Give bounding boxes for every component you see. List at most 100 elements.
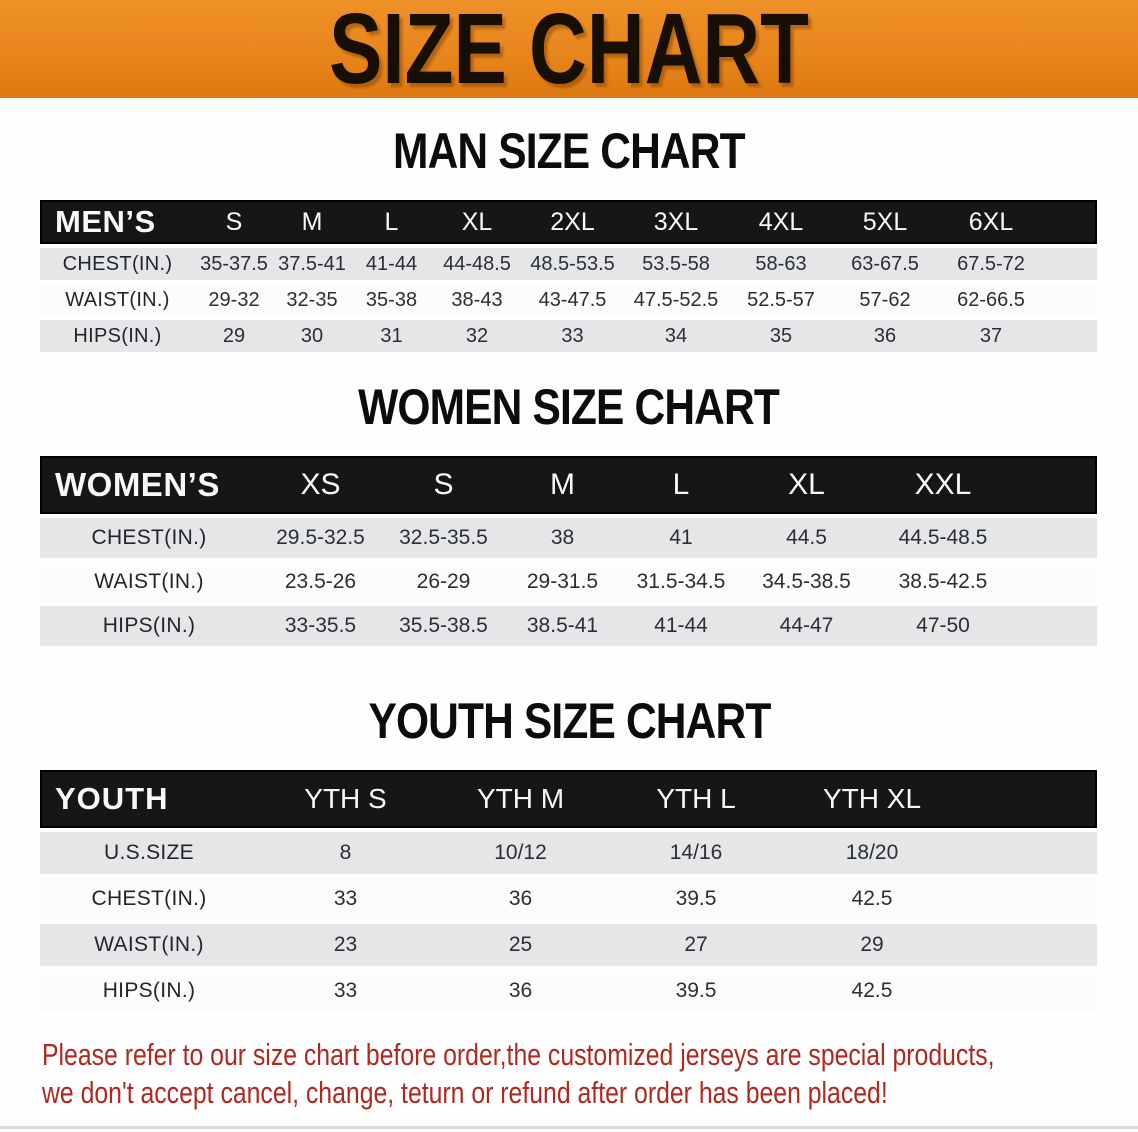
row-label: HIPS(IN.) (40, 606, 258, 646)
size-value-cell: 38-43 (432, 284, 522, 316)
men-waist-row: WAIST(IN.) 29-32 32-35 35-38 38-43 43-47… (40, 284, 1097, 316)
notice-line-1: Please refer to our size chart before or… (42, 1037, 995, 1072)
size-value-cell: 31 (351, 320, 432, 352)
filler-cell (960, 832, 1097, 874)
man-size-chart-heading: MAN SIZE CHART (393, 123, 746, 179)
size-header-cell: 3XL (623, 200, 729, 244)
row-label: CHEST(IN.) (40, 878, 258, 920)
size-value-cell: 14/16 (608, 832, 784, 874)
filler-cell (1014, 456, 1097, 514)
size-value-cell: 33 (522, 320, 623, 352)
size-chart-banner: SIZE CHART (0, 0, 1138, 105)
size-header-cell: 2XL (522, 200, 623, 244)
size-value-cell: 44-48.5 (432, 248, 522, 280)
size-value-cell: 25 (433, 924, 608, 966)
size-value-cell: 44.5-48.5 (872, 518, 1014, 558)
size-value-cell: 47-50 (872, 606, 1014, 646)
size-value-cell: 41-44 (621, 606, 741, 646)
size-value-cell: 23 (258, 924, 433, 966)
size-value-cell: 29 (195, 320, 273, 352)
youth-chest-row: CHEST(IN.) 33 36 39.5 42.5 (40, 878, 1097, 920)
size-header-cell: S (195, 200, 273, 244)
size-value-cell: 42.5 (784, 878, 960, 920)
size-value-cell: 27 (608, 924, 784, 966)
size-value-cell: 38 (504, 518, 621, 558)
size-value-cell: 63-67.5 (833, 248, 937, 280)
filler-cell (1045, 320, 1097, 352)
size-value-cell: 32 (432, 320, 522, 352)
size-value-cell: 32-35 (273, 284, 351, 316)
men-hips-row: HIPS(IN.) 29 30 31 32 33 34 35 36 37 (40, 320, 1097, 352)
size-value-cell: 47.5-52.5 (623, 284, 729, 316)
size-value-cell: 37.5-41 (273, 248, 351, 280)
size-value-cell: 35-37.5 (195, 248, 273, 280)
size-value-cell: 32.5-35.5 (383, 518, 504, 558)
row-label: HIPS(IN.) (40, 320, 195, 352)
filler-cell (1014, 562, 1097, 602)
size-header-cell: M (504, 456, 621, 514)
size-header-cell: YTH XL (784, 770, 960, 828)
size-value-cell: 58-63 (729, 248, 833, 280)
size-value-cell: 34.5-38.5 (741, 562, 872, 602)
size-value-cell: 44.5 (741, 518, 872, 558)
size-value-cell: 30 (273, 320, 351, 352)
size-value-cell: 29 (784, 924, 960, 966)
youth-size-chart-heading: YOUTH SIZE CHART (368, 693, 771, 749)
filler-cell (1045, 248, 1097, 280)
size-header-cell: S (383, 456, 504, 514)
row-label: WAIST(IN.) (40, 284, 195, 316)
row-label: WAIST(IN.) (40, 562, 258, 602)
size-header-cell: L (351, 200, 432, 244)
filler-cell (1014, 606, 1097, 646)
row-label: WAIST(IN.) (40, 924, 258, 966)
men-category-label: MEN’S (40, 200, 195, 244)
size-header-cell: 5XL (833, 200, 937, 244)
order-notice: Please refer to our size chart before or… (42, 1036, 1138, 1112)
size-value-cell: 8 (258, 832, 433, 874)
row-label: U.S.SIZE (40, 832, 258, 874)
size-header-cell: L (621, 456, 741, 514)
size-value-cell: 33-35.5 (258, 606, 383, 646)
women-header-row: WOMEN’S XS S M L XL XXL (40, 456, 1097, 514)
youth-hips-row: HIPS(IN.) 33 36 39.5 42.5 (40, 970, 1097, 1012)
size-value-cell: 18/20 (784, 832, 960, 874)
women-category-label: WOMEN’S (40, 456, 258, 514)
size-header-cell: 4XL (729, 200, 833, 244)
youth-header-row: YOUTH YTH S YTH M YTH L YTH XL (40, 770, 1097, 828)
size-value-cell: 67.5-72 (937, 248, 1045, 280)
size-value-cell: 38.5-42.5 (872, 562, 1014, 602)
size-value-cell: 35-38 (351, 284, 432, 316)
size-header-cell: YTH M (433, 770, 608, 828)
men-size-table: MEN’S S M L XL 2XL 3XL 4XL 5XL 6XL CHEST… (40, 196, 1097, 356)
size-value-cell: 62-66.5 (937, 284, 1045, 316)
size-value-cell: 26-29 (383, 562, 504, 602)
row-label: CHEST(IN.) (40, 248, 195, 280)
row-label: HIPS(IN.) (40, 970, 258, 1012)
filler-cell (960, 770, 1097, 828)
size-value-cell: 57-62 (833, 284, 937, 316)
size-header-cell: 6XL (937, 200, 1045, 244)
men-chest-row: CHEST(IN.) 35-37.5 37.5-41 41-44 44-48.5… (40, 248, 1097, 280)
youth-size-table: YOUTH YTH S YTH M YTH L YTH XL U.S.SIZE … (40, 766, 1097, 1016)
size-value-cell: 10/12 (433, 832, 608, 874)
row-label: CHEST(IN.) (40, 518, 258, 558)
size-value-cell: 35.5-38.5 (383, 606, 504, 646)
size-value-cell: 29-31.5 (504, 562, 621, 602)
size-value-cell: 53.5-58 (623, 248, 729, 280)
banner-title: SIZE CHART (329, 0, 809, 105)
size-value-cell: 35 (729, 320, 833, 352)
size-value-cell: 33 (258, 970, 433, 1012)
size-header-cell: M (273, 200, 351, 244)
notice-line-2: we don't accept cancel, change, teturn o… (42, 1075, 888, 1110)
size-value-cell: 34 (623, 320, 729, 352)
size-value-cell: 48.5-53.5 (522, 248, 623, 280)
size-value-cell: 41 (621, 518, 741, 558)
size-header-cell: YTH S (258, 770, 433, 828)
filler-cell (1045, 284, 1097, 316)
size-value-cell: 36 (433, 970, 608, 1012)
women-waist-row: WAIST(IN.) 23.5-26 26-29 29-31.5 31.5-34… (40, 562, 1097, 602)
size-value-cell: 39.5 (608, 878, 784, 920)
size-value-cell: 44-47 (741, 606, 872, 646)
size-header-cell: XL (741, 456, 872, 514)
women-chest-row: CHEST(IN.) 29.5-32.5 32.5-35.5 38 41 44.… (40, 518, 1097, 558)
